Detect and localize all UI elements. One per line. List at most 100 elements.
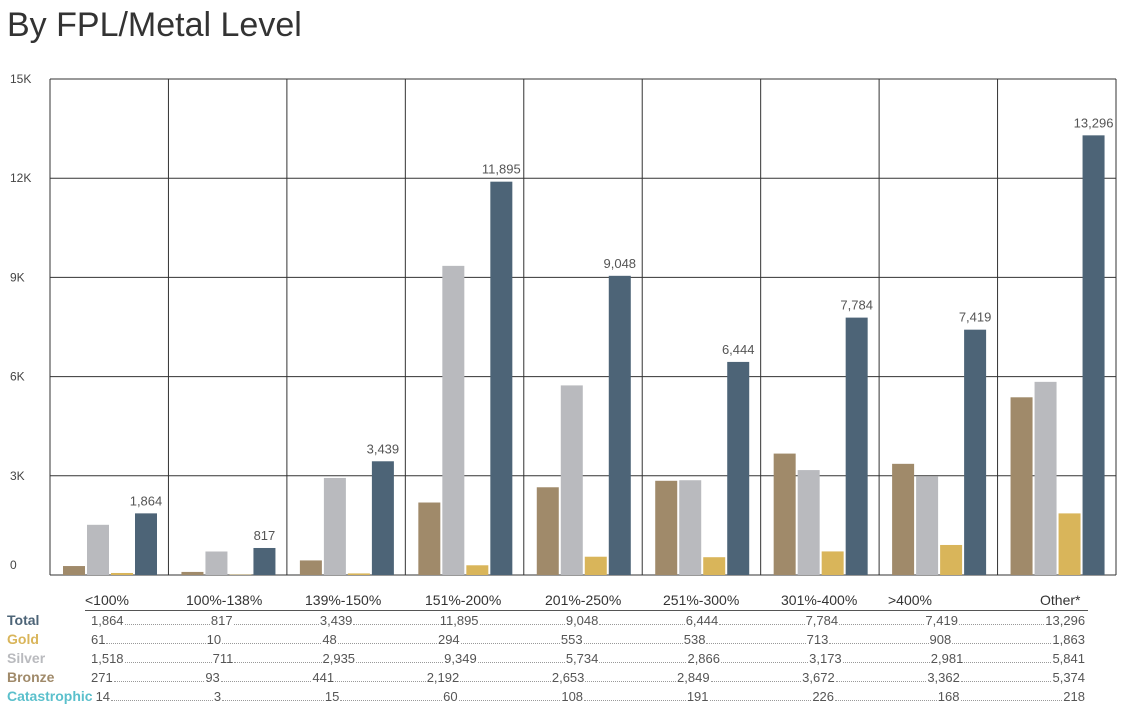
data-label: 817: [254, 528, 276, 543]
bar-total: [964, 329, 987, 575]
column-header: 100%-138%: [186, 592, 263, 608]
dot-leader: [335, 670, 426, 682]
dot-leader: [585, 670, 677, 682]
table-row-silver: Silver 1,518 711 2,935 9,349 5,734 2,866 3,173 2…: [7, 650, 1085, 668]
y-tick-label: 9K: [10, 270, 25, 284]
table-cell: 13,296: [1045, 613, 1086, 628]
column-header: <100%: [85, 592, 129, 608]
row-values: 14 3 15 60 108 191 226 168 218: [96, 689, 1085, 704]
table-cell: 7,419: [925, 613, 958, 628]
table-cell: 5,734: [565, 651, 599, 666]
table-cell: 6,444: [685, 613, 719, 628]
row-label: Total: [7, 612, 40, 628]
table-cell: 168: [937, 689, 960, 704]
bar-total: [845, 317, 868, 575]
dot-leader: [960, 670, 1052, 682]
bar-total: [135, 513, 157, 575]
bar-gold: [1058, 513, 1081, 575]
dot-leader: [960, 689, 1063, 701]
dot-leader: [477, 651, 565, 663]
bar-gold: [466, 565, 489, 575]
dot-leader: [222, 689, 324, 701]
table-cell: 1,518: [91, 651, 124, 666]
data-label: 6,444: [722, 342, 755, 357]
column-header: 151%-200%: [425, 592, 502, 608]
dot-leader: [584, 689, 686, 701]
data-label: 11,895: [482, 162, 521, 177]
table-cell: 108: [561, 689, 584, 704]
dot-leader: [460, 670, 551, 682]
y-tick-label: 0: [10, 558, 17, 572]
bar-silver: [679, 480, 702, 575]
table-cell: 218: [1063, 689, 1085, 704]
column-header: 201%-250%: [545, 592, 622, 608]
bar-silver: [560, 385, 583, 575]
bar-bronze: [655, 480, 678, 575]
dot-leader: [220, 670, 312, 682]
table-cell: 3: [213, 689, 222, 704]
dot-leader: [952, 632, 1052, 644]
table-row-gold: Gold 61 10 48 294 553 538 713 908 1,863: [7, 631, 1085, 649]
dot-leader: [222, 632, 322, 644]
bar-bronze: [892, 463, 915, 575]
table-cell: 2,981: [930, 651, 964, 666]
bar-bronze: [181, 571, 204, 575]
dot-leader: [835, 689, 937, 701]
row-label: Catastrophic: [7, 688, 93, 704]
table-row-total: Total 1,864 817 3,439 11,895 9,048 6,444 7,784 7…: [7, 612, 1085, 630]
data-label: 1,864: [130, 493, 163, 508]
table-cell: 15: [324, 689, 340, 704]
table-cell: 48: [322, 632, 337, 647]
bar-silver: [916, 476, 939, 575]
y-tick-label: 3K: [10, 469, 25, 483]
bar-chart: 0 3K 6K 9K 12K 15K 1,864 817 3,439 11,895 9,048 6,4…: [10, 72, 1117, 576]
dot-leader: [106, 632, 206, 644]
table-cell: 2,935: [322, 651, 356, 666]
table-cell: 908: [929, 632, 952, 647]
bar-total: [727, 361, 750, 575]
chart-title: By FPL/Metal Level: [7, 6, 302, 44]
bar-gold: [821, 551, 844, 575]
row-values: 61 10 48 294 553 538 713 908 1,863: [91, 632, 1085, 647]
dot-leader: [233, 613, 319, 625]
table-cell: 10: [206, 632, 222, 647]
table-cell: 538: [683, 632, 706, 647]
bar-silver: [87, 524, 109, 575]
bar-gold: [584, 556, 607, 575]
table-cell: 1,864: [91, 613, 124, 628]
bar-silver: [205, 551, 228, 575]
bar-gold: [940, 544, 963, 575]
dot-leader: [337, 632, 437, 644]
table-cell: 711: [212, 651, 234, 666]
table-cell: 553: [560, 632, 583, 647]
table-cell: 3,362: [927, 670, 960, 685]
table-cell: 11,895: [439, 613, 479, 628]
y-tick-label: 12K: [10, 171, 31, 185]
dot-leader: [839, 613, 925, 625]
row-values: 1,518 711 2,935 9,349 5,734 2,866 3,173 2,981 5,…: [91, 651, 1085, 666]
dot-leader: [599, 613, 685, 625]
dot-leader: [356, 651, 444, 663]
dot-leader: [829, 632, 929, 644]
dot-leader: [234, 651, 322, 663]
table-cell: 226: [812, 689, 835, 704]
table-header: <100% 100%-138% 139%-150% 151%-200% 201%-250…: [85, 592, 1088, 611]
bar-gold: [111, 572, 133, 575]
dot-leader: [124, 651, 212, 663]
table-cell: 61: [91, 632, 106, 647]
table-cell: 713: [806, 632, 829, 647]
bar-total: [608, 275, 631, 575]
bar-silver: [1034, 381, 1057, 575]
row-label: Bronze: [7, 669, 55, 685]
bar-total: [490, 181, 513, 575]
data-label: 3,439: [367, 441, 400, 456]
dot-leader: [583, 632, 683, 644]
table-cell: 294: [437, 632, 460, 647]
dot-leader: [479, 613, 565, 625]
table-cell: 3,672: [802, 670, 835, 685]
column-header: 301%-400%: [781, 592, 858, 608]
table-cell: 1,863: [1052, 632, 1085, 647]
dot-leader: [721, 651, 809, 663]
bar-total: [1082, 135, 1105, 576]
bar-bronze: [773, 453, 796, 575]
